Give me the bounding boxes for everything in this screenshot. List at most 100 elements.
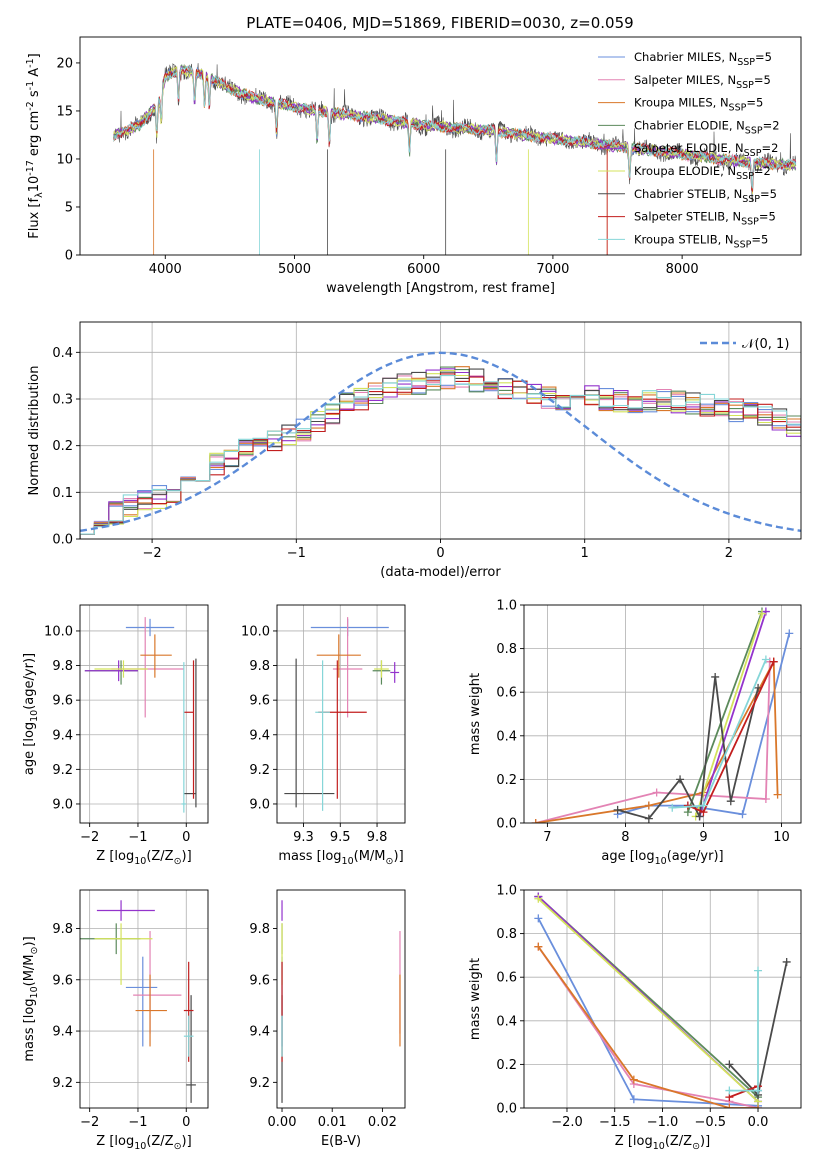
weight-marker <box>726 797 735 806</box>
y-tick-label: 0.6 <box>496 971 517 986</box>
errorbar-point-3 <box>84 660 138 685</box>
weight-marker <box>699 801 708 810</box>
y-tick-label: 10 <box>56 152 73 167</box>
x-tick-label: −2.0 <box>551 1115 583 1130</box>
legend-label: Kroupa STELIB, NSSP=5 <box>634 232 768 250</box>
errorbar-point-1 <box>111 617 184 718</box>
x-tick-label: 0 <box>182 830 190 845</box>
x-tick-label: 0.01 <box>318 1115 347 1130</box>
y-tick-label: 10.0 <box>44 624 73 639</box>
y-tick-label: 9.4 <box>249 728 270 743</box>
weight-marker <box>695 812 704 821</box>
x-tick-label: 9 <box>699 830 707 845</box>
y-tick-label: 0.6 <box>496 686 517 701</box>
weight-marker <box>738 810 747 819</box>
spectrum-plot-area <box>113 62 797 255</box>
x-axis-label: E(B-V) <box>321 1134 361 1149</box>
y-tick-label: 0.0 <box>496 1102 517 1117</box>
x-tick-label: 1 <box>581 546 589 561</box>
y-tick-label: 1.0 <box>496 884 517 899</box>
residual-histogram-series-0 <box>80 377 801 539</box>
weight-marker <box>531 819 540 823</box>
residual-histogram-series-3 <box>80 366 801 539</box>
x-tick-label: 0.02 <box>368 1115 397 1130</box>
x-tick-label: −1 <box>128 1115 147 1130</box>
weight_vs_age-chart: 7 8 9 10 0.0 0.2 0.4 0.6 0.8 1.0 age [log10(age/yr… <box>468 599 802 867</box>
legend-label: Salpeter MILES, NSSP=5 <box>634 73 771 91</box>
y-tick-label: 0.0 <box>52 533 73 548</box>
y-tick-label: 9.0 <box>249 797 270 812</box>
axes-frame <box>276 889 406 1109</box>
errorbar-point-5 <box>94 660 148 678</box>
y-tick-label: 9.6 <box>249 694 270 709</box>
spectrum-series-2 <box>113 64 797 192</box>
y-tick-label: 15 <box>56 104 73 119</box>
x-tick-label: 8 <box>621 830 629 845</box>
spectrum-series-8 <box>113 65 797 189</box>
errorbar-point-7 <box>318 660 367 799</box>
errorbar-point-2 <box>135 974 167 1047</box>
weight-series-4 <box>698 611 767 817</box>
y-tick-label: 9.4 <box>52 728 73 743</box>
weight-marker <box>769 657 778 666</box>
y-tick-label: 5 <box>65 200 73 215</box>
y-tick-label: 9.6 <box>52 694 73 709</box>
gaussian-curve <box>80 351 801 532</box>
weight-marker <box>785 629 794 638</box>
y-tick-label: 0.8 <box>496 927 517 942</box>
errorbar-point-5 <box>374 660 389 678</box>
axes-frame <box>276 604 406 824</box>
residuals-plot-area <box>80 351 801 539</box>
weight_vs_Z-chart: −2.0 −1.5 −1.0 −0.5 0.0 0.0 0.2 0.4 0.6 0.8 1.0 Z [… <box>468 884 802 1152</box>
legend-label: Salpeter STELIB, NSSP=5 <box>634 210 776 228</box>
errorbar-point-8 <box>181 662 187 813</box>
x-tick-label: 0.00 <box>268 1115 297 1130</box>
weight-marker <box>725 1086 734 1095</box>
y-axis-label: Normed distribution <box>27 366 42 496</box>
x-tick-label: 7000 <box>536 262 569 277</box>
y-tick-label: 9.8 <box>249 659 270 674</box>
weight-marker <box>761 795 770 804</box>
x-tick-label: −1 <box>128 830 147 845</box>
weight-marker <box>676 775 685 784</box>
weight-marker <box>725 1104 734 1108</box>
y-tick-label: 9.8 <box>52 922 73 937</box>
weight-marker <box>754 966 763 975</box>
residual-histogram-series-7 <box>80 373 801 539</box>
weight-series-0 <box>537 917 759 1107</box>
weight-series-7 <box>729 1085 759 1098</box>
weight-marker <box>629 1075 638 1084</box>
y-tick-label: 9.2 <box>52 1076 73 1091</box>
weight-series-2 <box>537 946 758 1108</box>
y-axis-label: mass weight <box>468 958 483 1040</box>
y-tick-label: 0.2 <box>52 439 73 454</box>
weight-marker <box>629 1095 638 1104</box>
x-tick-label: −1.0 <box>647 1115 679 1130</box>
errorbar-point-0 <box>125 956 158 1047</box>
legend-label: 𝒩(0, 1) <box>742 337 789 352</box>
x-axis-label: mass [log10(M/M⊙)] <box>278 849 403 867</box>
y-tick-label: 9.8 <box>52 659 73 674</box>
y-tick-label: 0.2 <box>496 1058 517 1073</box>
y-tick-label: 9.0 <box>52 797 73 812</box>
y-tick-label: 0.1 <box>52 486 73 501</box>
errorbar-point-4 <box>96 900 155 921</box>
weight-marker <box>782 957 791 966</box>
y-axis-label: mass [log10(M/M⊙)] <box>22 936 40 1061</box>
weight-marker <box>534 894 543 903</box>
weight-marker <box>534 914 543 923</box>
weight-series-5 <box>694 613 763 817</box>
weight-series-8 <box>672 659 767 809</box>
mass_vs_ebv-chart: 0.00 0.01 0.02 9.2 9.4 9.6 9.8 E(B-V) <box>249 889 406 1149</box>
x-axis-label: Z [log10(Z/Z⊙)] <box>615 1134 710 1152</box>
y-tick-label: 9.4 <box>52 1025 73 1040</box>
y-tick-label: 9.2 <box>249 763 270 778</box>
weight-marker <box>652 788 661 797</box>
x-tick-label: 5000 <box>278 262 311 277</box>
y-tick-label: 1.0 <box>496 599 517 614</box>
weight-marker <box>761 655 770 664</box>
weight_vs_Z-plot-area <box>534 892 791 1108</box>
errorbar-point-0 <box>125 618 175 637</box>
residual-histogram-series-2 <box>80 366 801 539</box>
